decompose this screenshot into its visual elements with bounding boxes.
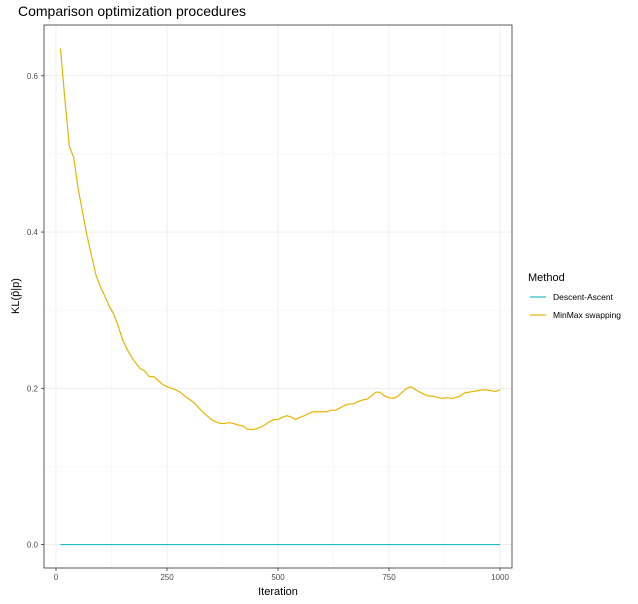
series-layer (59, 48, 501, 546)
y-tick-label: 0.6 (27, 72, 39, 81)
x-axis-title: Iteration (258, 586, 298, 598)
x-tick-label: 1000 (491, 573, 509, 582)
legend-title: Method (528, 272, 565, 284)
x-tick-label: 0 (54, 573, 59, 582)
y-tick-label: 0.2 (27, 384, 39, 393)
x-axis: 0 250 500 750 1000 (54, 568, 509, 582)
x-tick-label: 750 (382, 573, 396, 582)
legend-label-minmax-swapping: MinMax swapping (553, 310, 621, 320)
y-axis-title: KL(p̂|p) (10, 278, 22, 314)
y-axis: 0.0 0.2 0.4 0.6 (27, 72, 44, 550)
x-tick-label: 500 (271, 573, 285, 582)
y-tick-label: 0.0 (27, 541, 39, 550)
legend: Method Descent-Ascent MinMax swapping (528, 272, 621, 320)
legend-label-descent-ascent: Descent-Ascent (553, 292, 614, 302)
y-tick-label: 0.4 (27, 228, 39, 237)
major-gridlines (44, 25, 512, 568)
series-line-minmax-swapping (59, 48, 501, 431)
chart-title: Comparison optimization procedures (18, 3, 246, 19)
x-tick-label: 250 (160, 573, 174, 582)
